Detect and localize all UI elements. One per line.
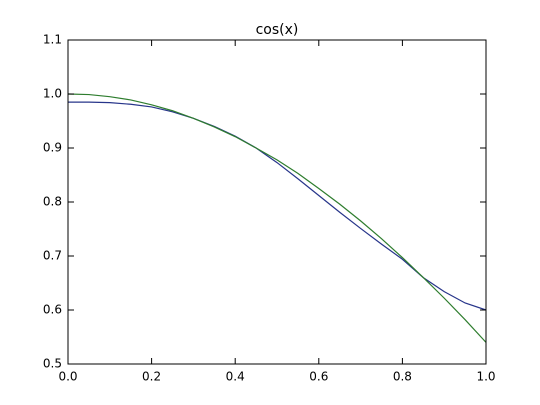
line-series [67, 93, 487, 343]
chart-title: cos(x) [256, 22, 299, 38]
y-tick-label: 0.9 [43, 141, 62, 155]
y-tick-label: 1.0 [43, 87, 62, 101]
x-tick-label: 0.8 [393, 370, 412, 384]
x-tick-label: 0.4 [226, 370, 245, 384]
y-tick-label: 1.1 [43, 33, 62, 47]
y-tick-label: 0.6 [43, 303, 62, 317]
x-tick-label: 0.2 [142, 370, 161, 384]
plot-frame [67, 39, 487, 365]
y-tick-label: 0.8 [43, 195, 62, 209]
y-tick-label: 0.5 [43, 357, 62, 371]
y-tick-label: 0.7 [43, 249, 62, 263]
x-tick-label: 1.0 [476, 370, 495, 384]
line-series [68, 101, 487, 311]
x-tick-label: 0.0 [58, 370, 77, 384]
x-tick-label: 0.6 [309, 370, 328, 384]
